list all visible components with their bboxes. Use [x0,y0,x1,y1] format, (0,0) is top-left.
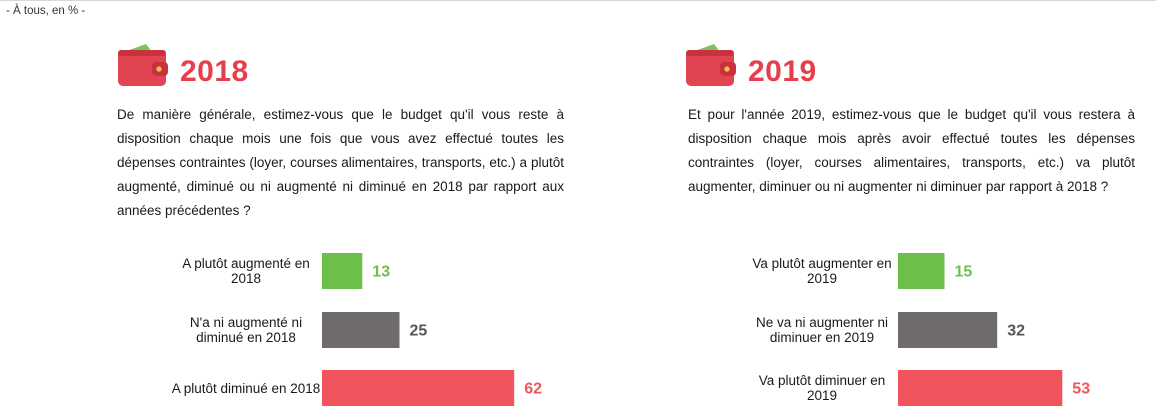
bar [322,370,515,406]
subtitle: - À tous, en % - [6,5,86,17]
category-label: Va plutôt diminuer en 2019 [759,373,886,403]
value-label: 32 [1007,323,1025,340]
question-text: Et pour l'année 2019, estimez-vous que l… [688,107,1135,194]
category-label: A plutôt augmenté en 2018 [182,256,310,286]
value-label: 62 [524,381,542,398]
bar [322,312,400,348]
panel-2019: 2019 Et pour l'année 2019, estimez-vous … [578,0,1156,419]
panel-2018: 2018 De manière générale, estimez-vous q… [117,44,564,406]
bar-chart-2018: 13 A plutôt augmenté en 2018 25 N'a ni augme… [172,253,542,406]
year-title: 2019 [748,55,817,88]
bar [898,253,945,289]
bar [898,312,998,348]
value-label: 53 [1072,381,1090,398]
year-title: 2018 [180,55,249,88]
category-label: Ne va ni augmenter ni diminuer en 2019 [756,315,888,345]
question-text: De manière générale, estimez-vous que le… [117,107,564,218]
category-label: A plutôt diminué en 2018 [172,381,321,396]
category-label: Va plutôt augmenter en 2019 [752,256,891,286]
top-divider [0,0,1156,1]
bar [322,253,363,289]
value-label: 15 [955,264,973,281]
bar [898,370,1063,406]
value-label: 25 [410,323,428,340]
wallet-icon [686,44,736,86]
wallet-icon [118,44,168,86]
category-label: N'a ni augmenté ni diminué en 2018 [190,315,302,345]
value-label: 13 [372,264,390,281]
bar-chart-2019: 15 Va plutôt augmenter en 2019 32 Ne va ni a… [752,253,1090,406]
